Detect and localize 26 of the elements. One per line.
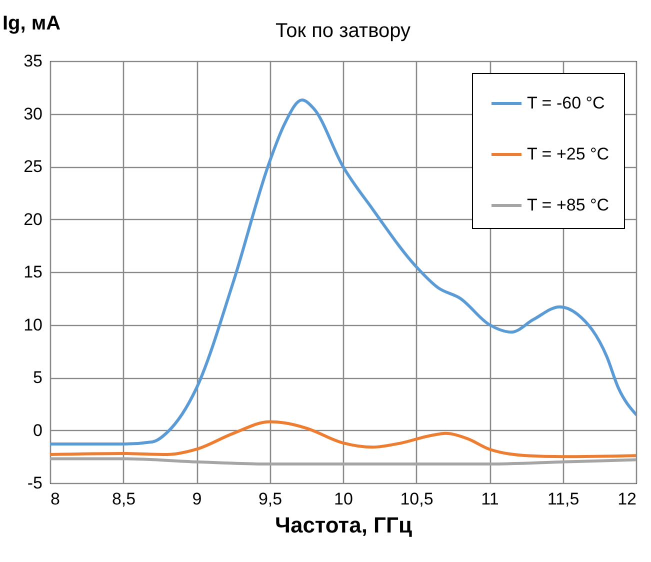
x-tick-label: 11: [481, 490, 499, 508]
x-tick-label: 9,5: [258, 490, 282, 508]
y-tick-label: -5: [27, 474, 42, 492]
x-axis-title: Частота, ГГц: [274, 512, 412, 538]
x-tick-label: 12: [618, 490, 636, 508]
y-tick-label: 35: [24, 52, 42, 70]
line-series: [50, 420, 636, 458]
y-tick-label: 20: [24, 210, 42, 229]
y-tick-label: 5: [33, 368, 42, 387]
x-tick-label: 11,5: [547, 490, 580, 508]
x-tick-label: 8,5: [112, 490, 136, 508]
line-series: [50, 98, 636, 446]
x-tick-label: 8: [50, 490, 60, 508]
legend-label: T = +25 °C: [527, 144, 610, 164]
x-tick-label: 10,5: [400, 490, 434, 508]
y-tick-label: 30: [24, 104, 42, 124]
y-tick-label: 0: [33, 420, 42, 440]
chart-title: Ток по затвору: [275, 20, 411, 42]
x-tick-label: 9: [192, 490, 202, 508]
y-axis-title: Ig, мА: [2, 12, 61, 34]
legend-label: T = +85 °C: [527, 196, 610, 214]
legend-label: T = -60 °C: [527, 94, 605, 112]
y-tick-label: 25: [24, 157, 42, 176]
y-tick-label: 10: [24, 315, 42, 334]
y-tick-label: 15: [24, 262, 42, 282]
x-tick-label: 10: [334, 490, 353, 508]
